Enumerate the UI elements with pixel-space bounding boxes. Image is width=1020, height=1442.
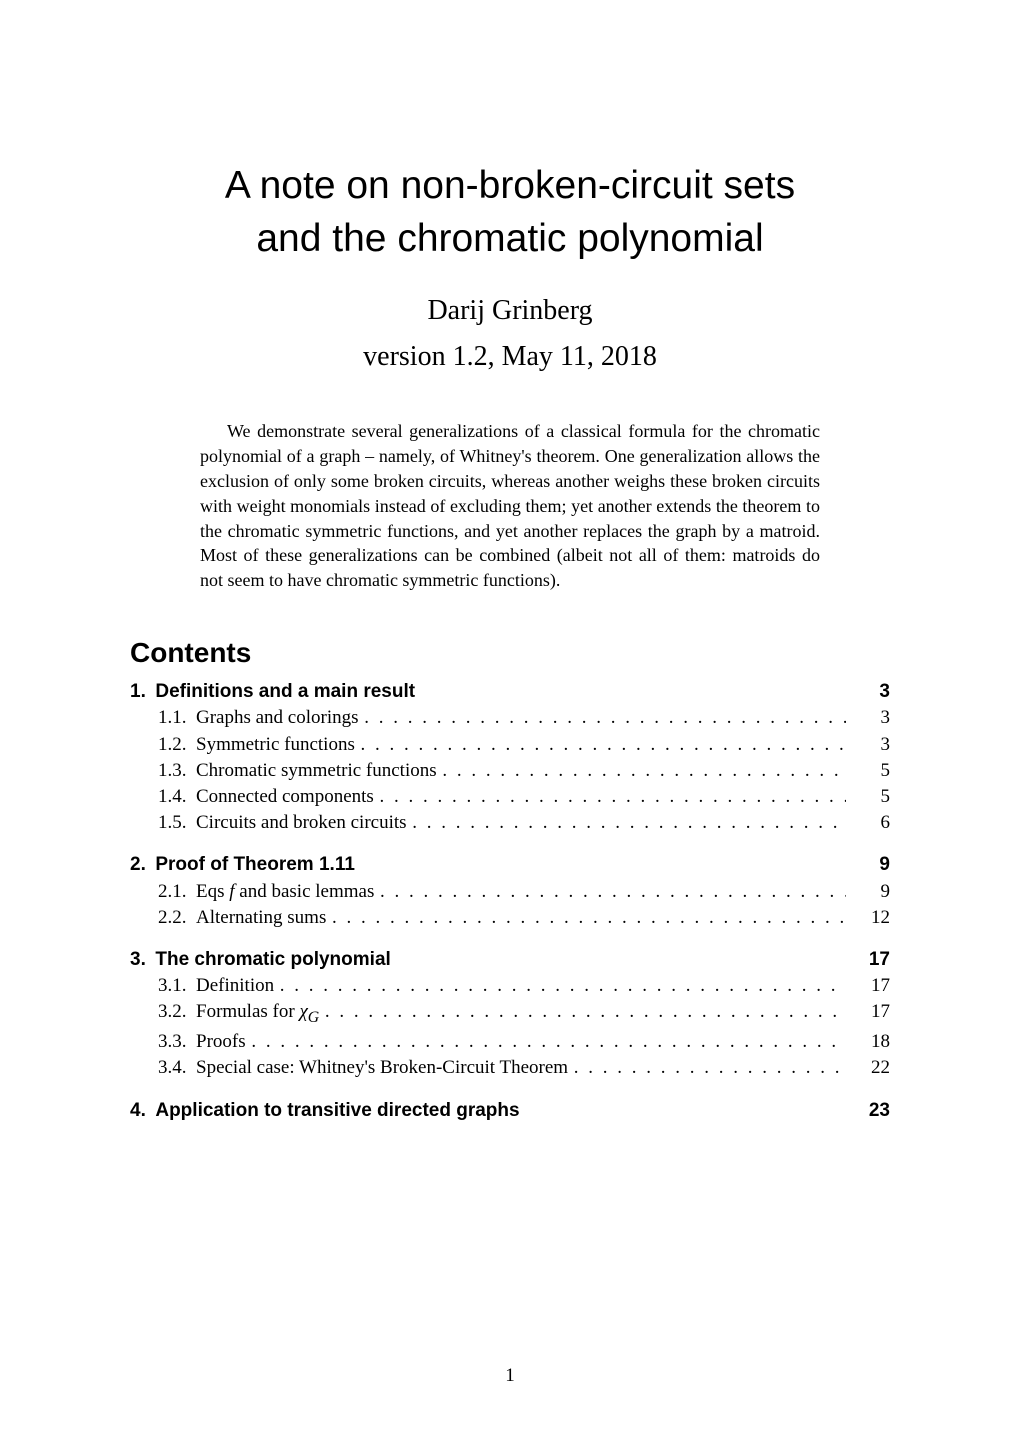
toc-section-number: 3. [130, 947, 146, 973]
toc-subsection-line: 1.1. Graphs and colorings 3 [130, 705, 890, 731]
toc-subsection-number: 1.5. [158, 810, 187, 836]
toc-subsection-number: 3.1. [158, 973, 187, 999]
toc-page-number: 22 [852, 1055, 890, 1081]
toc-subsection-label: Symmetric functions [196, 732, 355, 758]
toc-leader-dots [574, 1055, 847, 1081]
table-of-contents: 1. Definitions and a main result 3 1.1. Grap… [130, 679, 890, 1124]
title-line-2: and the chromatic polynomial [256, 217, 763, 260]
toc-subsection-number: 1.1. [158, 705, 187, 731]
toc-section-label: Proof of Theorem 1.11 [155, 852, 355, 878]
toc-subsection-number: 2.2. [158, 905, 187, 931]
document-title: A note on non-broken-circuit sets and th… [130, 160, 890, 265]
toc-page-number: 18 [852, 1029, 890, 1055]
toc-leader-dots [361, 732, 847, 758]
toc-subsection-label: Special case: Whitney's Broken-Circuit T… [196, 1055, 568, 1081]
toc-page-number: 6 [852, 810, 890, 836]
toc-page-number: 17 [852, 947, 890, 973]
version-line: version 1.2, May 11, 2018 [130, 341, 890, 373]
toc-page-number: 9 [852, 852, 890, 878]
toc-section-title-line: 1. Definitions and a main result 3 [130, 679, 890, 705]
toc-subsection-line: 1.5. Circuits and broken circuits 6 [130, 810, 890, 836]
toc-leader-dots [380, 784, 847, 810]
toc-subsection-number: 3.3. [158, 1029, 187, 1055]
toc-subsection-line: 3.3. Proofs 18 [130, 1029, 890, 1055]
toc-section-title-line: 2. Proof of Theorem 1.11 9 [130, 852, 890, 878]
toc-subsection-line: 3.2. Formulas for χG 17 [130, 999, 890, 1029]
toc-leader-dots [332, 905, 846, 931]
toc-section-number: 4. [130, 1098, 146, 1124]
toc-subsection-line: 3.4. Special case: Whitney's Broken-Circu… [130, 1055, 890, 1081]
toc-page-number: 17 [852, 973, 890, 999]
toc-subsection-number: 1.2. [158, 732, 187, 758]
toc-subsection-label: Circuits and broken circuits [196, 810, 407, 836]
toc-page-number: 5 [852, 784, 890, 810]
toc-page-number: 3 [852, 679, 890, 705]
toc-subsection-number: 1.4. [158, 784, 187, 810]
toc-subsection-number: 3.2. [158, 999, 187, 1025]
toc-section-label: Application to transitive directed graph… [155, 1098, 519, 1124]
toc-subsection-line: 1.3. Chromatic symmetric functions 5 [130, 758, 890, 784]
toc-subsection-label: Graphs and colorings [196, 705, 359, 731]
toc-page-number: 9 [852, 879, 890, 905]
toc-section-number: 1. [130, 679, 146, 705]
toc-page-number: 3 [852, 732, 890, 758]
toc-section-title-line: 4. Application to transitive directed gra… [130, 1098, 890, 1124]
toc-leader-dots [280, 973, 847, 999]
toc-subsection-label: Chromatic symmetric functions [196, 758, 437, 784]
toc-page-number: 12 [852, 905, 890, 931]
toc-subsection-line: 1.2. Symmetric functions 3 [130, 732, 890, 758]
toc-subsection-label: Definition [196, 973, 274, 999]
toc-section: 3. The chromatic polynomial 17 3.1. Definiti… [130, 947, 890, 1082]
abstract: We demonstrate several generalizations o… [200, 419, 820, 593]
page-number: 1 [0, 1365, 1020, 1387]
toc-subsection-label: Proofs [196, 1029, 246, 1055]
toc-page-number: 17 [852, 999, 890, 1025]
toc-subsection-number: 1.3. [158, 758, 187, 784]
toc-section: 2. Proof of Theorem 1.11 9 2.1. Eqs f and ba… [130, 852, 890, 931]
toc-leader-dots [442, 758, 846, 784]
toc-section-label: The chromatic polynomial [155, 947, 390, 973]
toc-leader-dots [251, 1029, 846, 1055]
toc-subsection-label: Connected components [196, 784, 374, 810]
toc-subsection-label: Alternating sums [196, 905, 326, 931]
toc-subsection-number: 3.4. [158, 1055, 187, 1081]
toc-subsection-number: 2.1. [158, 879, 187, 905]
contents-heading: Contents [130, 637, 890, 669]
toc-section-title-line: 3. The chromatic polynomial 17 [130, 947, 890, 973]
title-line-1: A note on non-broken-circuit sets [225, 164, 795, 207]
toc-page-number: 5 [852, 758, 890, 784]
toc-subsection-line: 3.1. Definition 17 [130, 973, 890, 999]
toc-section: 4. Application to transitive directed gra… [130, 1098, 890, 1124]
toc-leader-dots [412, 810, 846, 836]
author: Darij Grinberg [130, 295, 890, 327]
toc-leader-dots [380, 879, 846, 905]
toc-subsection-label: Eqs f and basic lemmas [196, 879, 374, 905]
toc-subsection-line: 1.4. Connected components 5 [130, 784, 890, 810]
toc-section-number: 2. [130, 852, 146, 878]
toc-leader-dots [325, 999, 846, 1025]
toc-page-number: 23 [852, 1098, 890, 1124]
toc-section: 1. Definitions and a main result 3 1.1. Grap… [130, 679, 890, 836]
toc-subsection-line: 2.1. Eqs f and basic lemmas 9 [130, 879, 890, 905]
toc-section-label: Definitions and a main result [155, 679, 415, 705]
toc-leader-dots [364, 705, 846, 731]
toc-subsection-line: 2.2. Alternating sums 12 [130, 905, 890, 931]
toc-subsection-label: Formulas for χG [196, 999, 319, 1029]
toc-page-number: 3 [852, 705, 890, 731]
